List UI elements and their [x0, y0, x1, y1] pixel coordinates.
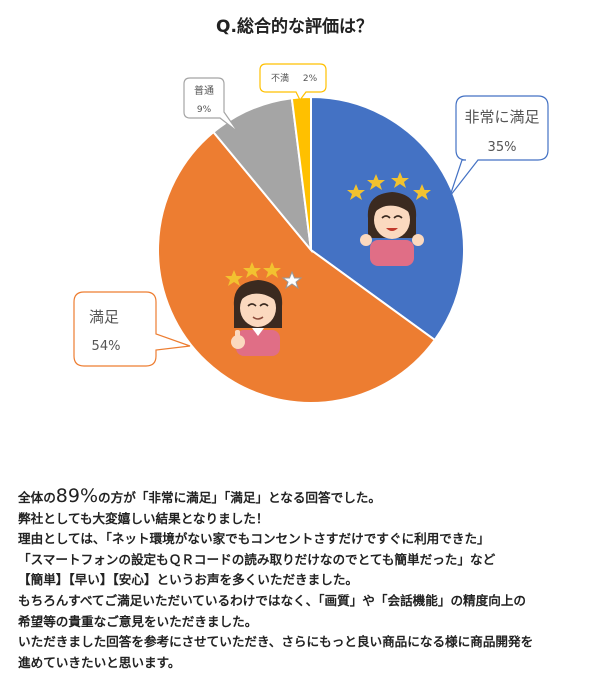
pie-chart: 非常に満足 35% 満足 54% 普通 9% 不満 2% [73, 63, 549, 404]
summary-line: 理由としては、「ネット環境がない家でもコンセントさすだけですぐに利用できた」 [18, 531, 490, 547]
label-dissatisfied: 不満 [271, 73, 289, 84]
highlight-percentage: 89% [55, 485, 99, 507]
callout-satisfied: 満足 54% [73, 291, 191, 367]
summary-line: いただきました回答を参考にさせていただき、さらにもっと良い商品になる様に商品開発… [18, 634, 534, 650]
label-neutral: 普通 [194, 84, 214, 97]
summary-line: 【簡単】【早い】【安心】というお声を多くいただきました。 [18, 572, 359, 588]
summary-prefix: 全体の [18, 490, 56, 505]
chart-title: Q.総合的な評価は？ [216, 17, 373, 37]
slice-satisfied [157, 130, 437, 404]
label-very-satisfied: 非常に満足 [464, 108, 539, 126]
value-satisfied: 54% [92, 339, 121, 354]
value-neutral: 9% [197, 105, 212, 115]
summary-line: 希望等の貴重なご意見をいただきました。 [18, 613, 258, 629]
pie-slices [157, 95, 465, 404]
smiling-woman-icon [347, 172, 431, 266]
callout-dissatisfied: 不満 2% [259, 63, 327, 102]
summary-text: 全体の89%の方が「非常に満足」「満足」となる回答でした。 弊社としても大変嬉し… [18, 486, 578, 673]
summary-line-1: 全体の89%の方が「非常に満足」「満足」となる回答でした。 [18, 486, 578, 509]
summary-line: 「スマートフォンの設定もＱＲコードの読み取りだけなのでとても簡単だった」など [18, 551, 496, 567]
value-dissatisfied: 2% [303, 74, 318, 84]
callout-very-satisfied: 非常に満足 35% [449, 95, 549, 197]
summary-line: もちろんすべてご満足いただいているわけではなく、「画質」や「会話機能」の精度向上… [18, 592, 527, 608]
label-satisfied: 満足 [89, 308, 119, 326]
value-very-satisfied: 35% [488, 140, 517, 155]
smiling-woman-icon [225, 262, 303, 356]
callout-neutral: 普通 9% [183, 77, 239, 133]
slice-neutral [212, 97, 313, 254]
summary-line: 弊社としても大変嬉しい結果となりました！ [18, 510, 269, 526]
summary-suffix: の方が「非常に満足」「満足」となる回答でした。 [98, 490, 381, 505]
summary-line: 進めていきたいと思います。 [18, 654, 181, 670]
